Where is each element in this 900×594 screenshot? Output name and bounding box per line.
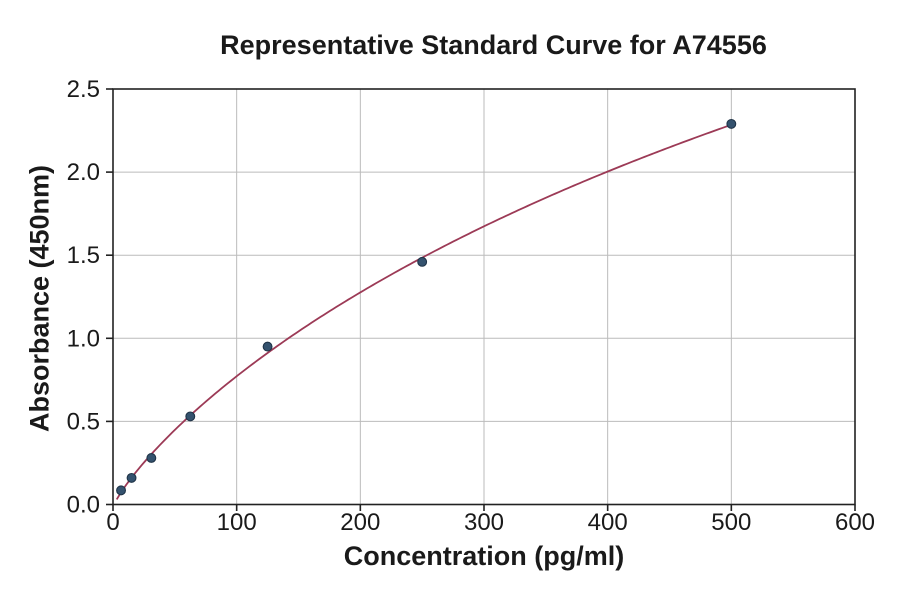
svg-text:0.0: 0.0 [67, 492, 100, 519]
svg-text:2.5: 2.5 [67, 76, 100, 103]
svg-text:500: 500 [711, 509, 751, 536]
svg-text:200: 200 [340, 509, 380, 536]
svg-text:100: 100 [217, 509, 257, 536]
svg-text:300: 300 [464, 509, 504, 536]
svg-text:2.0: 2.0 [67, 159, 100, 186]
svg-text:0.5: 0.5 [67, 408, 100, 435]
svg-text:1.5: 1.5 [67, 242, 100, 269]
svg-text:0: 0 [106, 509, 119, 536]
svg-text:400: 400 [588, 509, 628, 536]
svg-text:1.0: 1.0 [67, 325, 100, 352]
svg-text:600: 600 [835, 509, 875, 536]
